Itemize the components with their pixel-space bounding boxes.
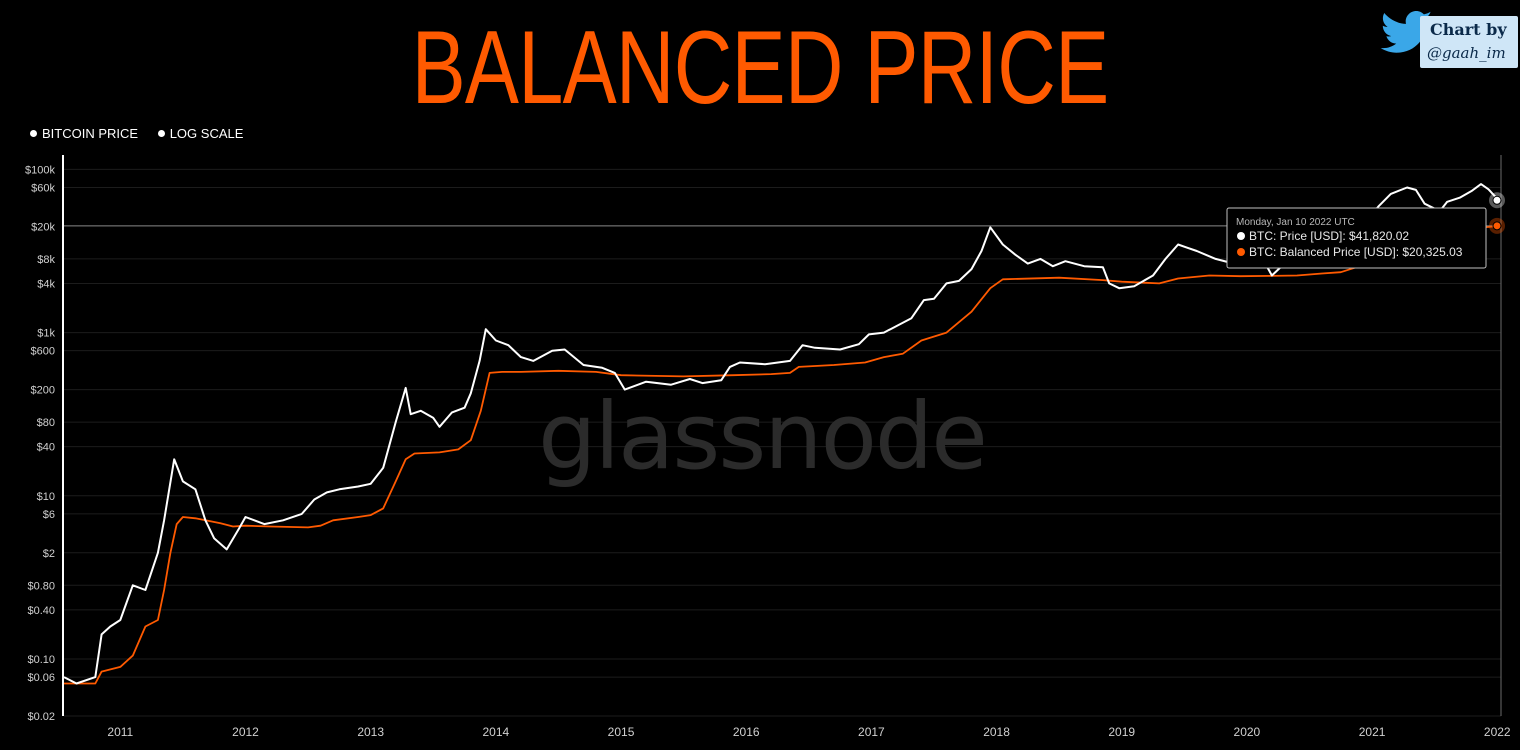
tooltip-date: Monday, Jan 10 2022 UTC [1236, 217, 1355, 228]
legend-item-bitcoin-price[interactable]: BITCOIN PRICE [30, 126, 138, 141]
y-tick-label: $0.02 [27, 711, 55, 723]
glassnode-watermark: glassnode [538, 383, 986, 490]
y-tick-label: $0.06 [27, 672, 55, 684]
y-tick-label: $0.80 [27, 580, 55, 592]
x-tick-label: 2014 [482, 725, 509, 739]
y-axis-ticks: $100k $60k $20k $8k $4k $1k $600 $200 $80 $40 $10 $… [25, 164, 55, 723]
tooltip-balanced-text: BTC: Balanced Price [USD]: $20,325.03 [1249, 245, 1463, 259]
tooltip-price-dot [1237, 232, 1245, 240]
legend-label: LOG SCALE [169, 126, 244, 141]
y-tick-label: $600 [31, 346, 55, 358]
y-tick-label: $4k [37, 278, 55, 290]
y-tick-label: $40 [37, 442, 55, 454]
y-tick-label: $8k [37, 254, 55, 266]
y-tick-label: $100k [25, 164, 55, 176]
x-tick-label: 2018 [983, 725, 1010, 739]
credit-handle: @gaah_im [1427, 44, 1506, 62]
legend-dot [157, 130, 165, 137]
y-tick-label: $0.40 [27, 605, 55, 617]
chart-grid [64, 168, 1501, 717]
y-tick-label: $80 [37, 417, 55, 429]
legend-dot [30, 130, 37, 137]
tooltip-balanced-dot [1237, 248, 1245, 256]
x-tick-label: 2011 [107, 725, 133, 739]
y-tick-label: $1k [37, 328, 55, 340]
tooltip: Monday, Jan 10 2022 UTC BTC: Price [USD]… [1226, 207, 1487, 269]
y-tick-label: $200 [31, 385, 55, 397]
y-tick-label: $2 [43, 548, 55, 560]
x-axis-ticks: 2011 2012 2013 2014 2015 2016 2017 2018 2019 2020… [107, 725, 1510, 739]
x-tick-label: 2012 [232, 725, 259, 739]
x-tick-label: 2021 [1359, 725, 1386, 739]
twitter-bird-icon [1380, 11, 1432, 53]
x-tick-label: 2022 [1484, 725, 1511, 739]
tooltip-box [1226, 207, 1487, 269]
y-tick-label: $20k [31, 221, 55, 233]
legend-label: BITCOIN PRICE [42, 126, 139, 141]
legend-item-log-scale[interactable]: LOG SCALE [157, 126, 244, 141]
hover-marker-point [1492, 221, 1502, 231]
x-tick-label: 2017 [858, 725, 885, 739]
x-tick-label: 2013 [357, 725, 384, 739]
x-tick-label: 2016 [733, 725, 760, 739]
x-tick-label: 2015 [608, 725, 635, 739]
x-tick-label: 2019 [1108, 725, 1135, 739]
balanced-price-series-line [64, 224, 1502, 685]
y-tick-label: $0.10 [27, 654, 55, 666]
x-tick-label: 2020 [1234, 725, 1261, 739]
y-tick-label: $6 [43, 509, 55, 521]
tooltip-price-text: BTC: Price [USD]: $41,820.02 [1249, 229, 1409, 243]
hover-marker-point [1492, 195, 1502, 205]
chart-credit: Chart by @gaah_im [1372, 6, 1518, 68]
y-tick-label: $10 [37, 491, 55, 503]
credit-label: Chart by [1430, 20, 1507, 39]
y-tick-label: $60k [31, 182, 55, 194]
page-title: BALANCED PRICE [411, 10, 1110, 126]
chart-legend: BITCOIN PRICE LOG SCALE [30, 126, 259, 141]
credit-box [1420, 16, 1518, 68]
hover-markers [1489, 192, 1505, 234]
